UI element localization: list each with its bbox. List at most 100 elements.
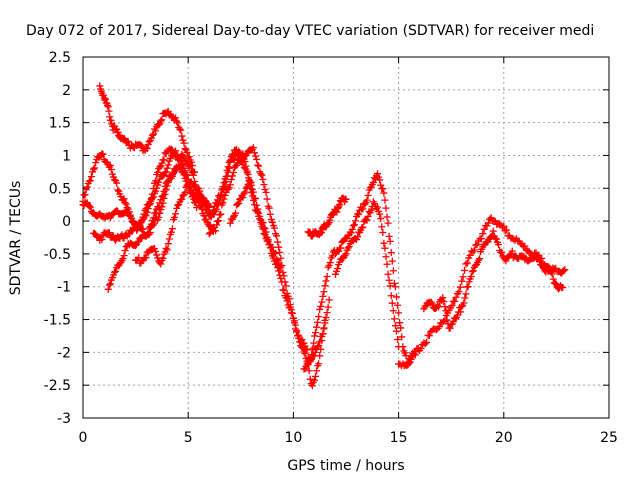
- data-point: [548, 270, 556, 278]
- data-point: [244, 170, 252, 178]
- data-point: [91, 164, 99, 172]
- data-point: [344, 244, 352, 252]
- data-point: [363, 216, 371, 224]
- data-point: [192, 199, 200, 207]
- data-point: [404, 359, 412, 367]
- data-point: [274, 264, 282, 272]
- data-point: [477, 235, 485, 243]
- data-point: [160, 187, 168, 195]
- y-axis-label: SDTVAR / TECUs: [8, 181, 24, 296]
- data-point: [249, 144, 257, 152]
- data-point: [428, 300, 436, 308]
- data-point: [270, 224, 278, 232]
- data-point: [440, 298, 448, 306]
- data-point: [177, 163, 185, 171]
- data-point: [228, 172, 236, 180]
- data-point: [154, 202, 162, 210]
- data-point: [385, 232, 393, 240]
- data-point: [455, 288, 463, 296]
- data-point: [148, 194, 156, 202]
- data-point: [342, 195, 350, 203]
- data-point: [143, 145, 151, 153]
- data-point: [311, 372, 319, 380]
- data-point: [380, 189, 388, 197]
- data-point: [475, 256, 483, 264]
- data-point: [383, 260, 391, 268]
- data-point: [142, 254, 150, 262]
- data-point: [259, 219, 267, 227]
- data-point: [235, 199, 243, 207]
- data-point: [552, 280, 560, 288]
- data-point: [250, 149, 258, 157]
- data-point: [247, 181, 255, 189]
- data-point: [219, 199, 227, 207]
- data-point: [224, 185, 232, 193]
- data-point: [479, 230, 487, 238]
- data-point: [394, 301, 402, 309]
- data-point: [406, 354, 414, 362]
- data-point: [167, 145, 175, 153]
- data-point: [387, 292, 395, 300]
- data-point: [99, 150, 107, 158]
- data-point: [443, 316, 451, 324]
- data-point: [232, 209, 240, 217]
- data-point: [278, 261, 286, 269]
- data-point: [260, 224, 268, 232]
- data-point: [559, 283, 567, 291]
- data-point: [384, 219, 392, 227]
- data-point: [104, 285, 112, 293]
- data-point: [387, 249, 395, 257]
- data-point: [220, 195, 228, 203]
- data-point: [364, 191, 372, 199]
- data-point: [382, 253, 390, 261]
- data-point: [313, 323, 321, 331]
- data-point: [476, 255, 484, 263]
- data-point: [241, 188, 249, 196]
- data-point: [325, 296, 333, 304]
- data-point: [269, 254, 277, 262]
- grid: [83, 57, 609, 418]
- data-point: [277, 254, 285, 262]
- data-point: [348, 225, 356, 233]
- data-point: [333, 208, 341, 216]
- data-point: [180, 171, 188, 179]
- data-point: [318, 336, 326, 344]
- data-point: [435, 303, 443, 311]
- data-point: [229, 213, 237, 221]
- data-point: [165, 235, 173, 243]
- data-point: [377, 215, 385, 223]
- data-point: [173, 165, 181, 173]
- data-point: [427, 298, 435, 306]
- data-point: [465, 278, 473, 286]
- data-point: [441, 303, 449, 311]
- data-point: [308, 351, 316, 359]
- data-point: [164, 177, 172, 185]
- data-point: [162, 244, 170, 252]
- data-point: [561, 266, 569, 274]
- data-point: [92, 159, 100, 167]
- data-point: [459, 273, 467, 281]
- data-point: [398, 333, 406, 341]
- data-point: [317, 228, 325, 236]
- data-point: [262, 188, 270, 196]
- data-point: [452, 293, 460, 301]
- data-point: [180, 139, 188, 147]
- data-point: [162, 168, 170, 176]
- data-point: [300, 348, 308, 356]
- data-point: [462, 290, 470, 298]
- data-point: [316, 352, 324, 360]
- y-tick-label: -2: [57, 345, 71, 361]
- data-point: [253, 201, 261, 209]
- data-point: [86, 177, 94, 185]
- data-point: [83, 183, 91, 191]
- x-tick-label: 5: [184, 430, 193, 446]
- data-point: [388, 299, 396, 307]
- data-point: [470, 246, 478, 254]
- x-tick-label: 10: [284, 430, 302, 446]
- data-point: [142, 204, 150, 212]
- data-point: [145, 138, 153, 146]
- x-tick-label: 0: [79, 430, 88, 446]
- data-point: [500, 222, 508, 230]
- data-point: [299, 344, 307, 352]
